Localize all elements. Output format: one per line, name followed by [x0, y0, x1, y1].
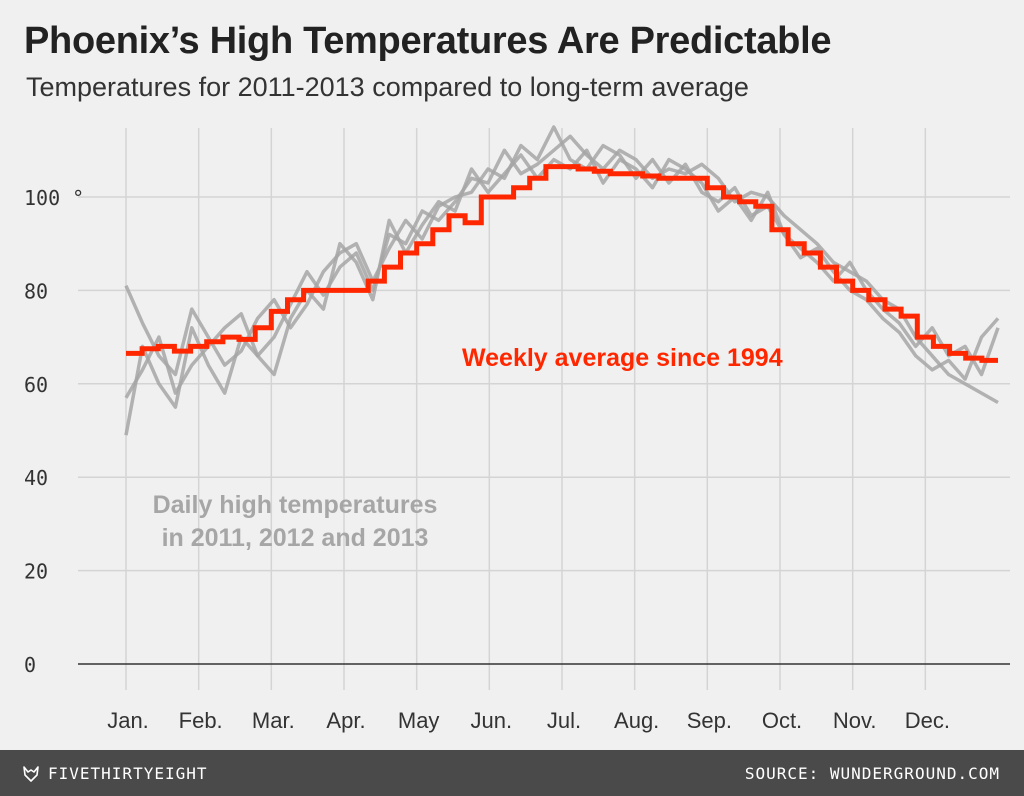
y-tick-label: 40: [24, 466, 48, 490]
y-tick-label: 60: [24, 373, 48, 397]
brand: FIVETHIRTYEIGHT: [22, 764, 208, 783]
source-note: SOURCE: WUNDERGROUND.COM: [744, 764, 1000, 783]
average-annotation: Weekly average since 1994: [462, 344, 783, 372]
y-tick-label: 100 °: [24, 186, 84, 210]
x-tick-label: Nov.: [833, 708, 877, 733]
daily-annotation-line1: Daily high temperatures: [153, 491, 438, 519]
x-tick-label: Mar.: [252, 708, 295, 733]
weekly-average-line: [126, 164, 998, 363]
x-tick-label: Feb.: [179, 708, 223, 733]
y-tick-label: 20: [24, 560, 48, 584]
x-tick-label: Oct.: [762, 708, 802, 733]
x-tick-label: Dec.: [905, 708, 950, 733]
chart-title: Phoenix’s High Temperatures Are Predicta…: [24, 20, 832, 62]
x-tick-label: May: [398, 708, 440, 733]
x-tick-label: Apr.: [326, 708, 365, 733]
label-layer: Jan. Feb. Mar. Apr. May Jun. Jul. Aug. Sep. Oct. N…: [24, 186, 950, 733]
average-line-layer: [126, 164, 998, 363]
x-tick-label: Jun.: [471, 708, 513, 733]
fivethirtyeight-fox-icon: [23, 765, 39, 782]
chart-subtitle: Temperatures for 2011-2013 compared to l…: [26, 72, 749, 102]
grid-layer: [78, 128, 1010, 690]
x-tick-label: Jul.: [547, 708, 581, 733]
x-tick-label: Jan.: [107, 708, 149, 733]
x-tick-label: Sep.: [687, 708, 732, 733]
brand-name: FIVETHIRTYEIGHT: [48, 764, 208, 783]
footer-bar: FIVETHIRTYEIGHT SOURCE: WUNDERGROUND.COM: [0, 750, 1024, 796]
temperature-chart: Jan. Feb. Mar. Apr. May Jun. Jul. Aug. Sep. Oct. N…: [24, 125, 1010, 733]
y-tick-label: 80: [24, 279, 48, 303]
x-tick-label: Aug.: [614, 708, 659, 733]
y-tick-label: 0: [24, 653, 36, 677]
daily-annotation-line2: in 2011, 2012 and 2013: [162, 524, 429, 552]
